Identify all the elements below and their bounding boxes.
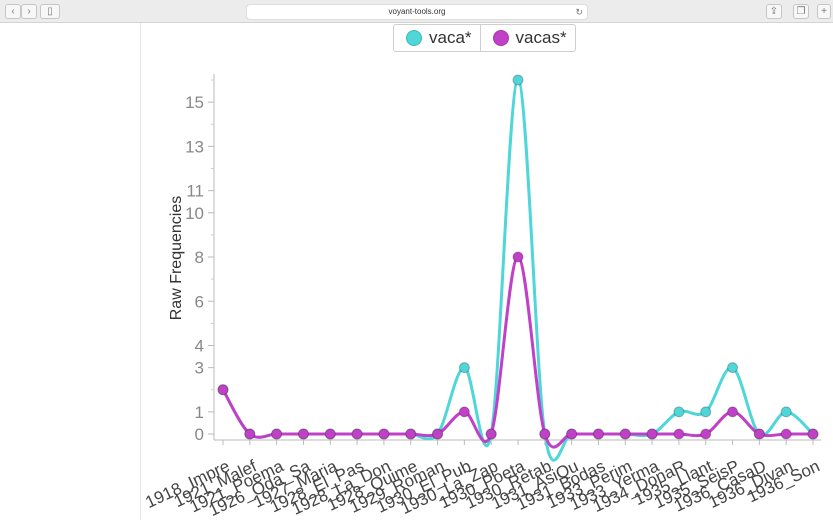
browser-toolbar: ‹ › ▯ voyant-tools.org ↻ ⇪ ❐ + [0,0,833,23]
address-bar[interactable]: voyant-tools.org ↻ [246,4,588,20]
new-tab-icon[interactable]: + [817,4,831,19]
chart-legend: vaca* vacas* [393,24,576,52]
tabs-icon[interactable]: ❐ [793,4,809,19]
legend-item-vacas[interactable]: vacas* [479,25,575,51]
sidebar-icon[interactable]: ▯ [40,4,60,19]
forward-icon[interactable]: › [21,4,37,19]
legend-label-vaca: vaca* [429,28,472,47]
url-text: voyant-tools.org [388,7,446,16]
share-icon[interactable]: ⇪ [766,4,782,19]
legend-swatch-vacas [492,30,509,46]
back-icon[interactable]: ‹ [5,4,21,19]
legend-swatch-vaca [406,30,422,46]
legend-label-vacas: vacas* [515,28,567,47]
reload-icon[interactable]: ↻ [575,7,583,17]
legend-item-vaca[interactable]: vaca* [394,25,480,51]
chart-panel [147,23,833,520]
left-panel [0,23,141,520]
